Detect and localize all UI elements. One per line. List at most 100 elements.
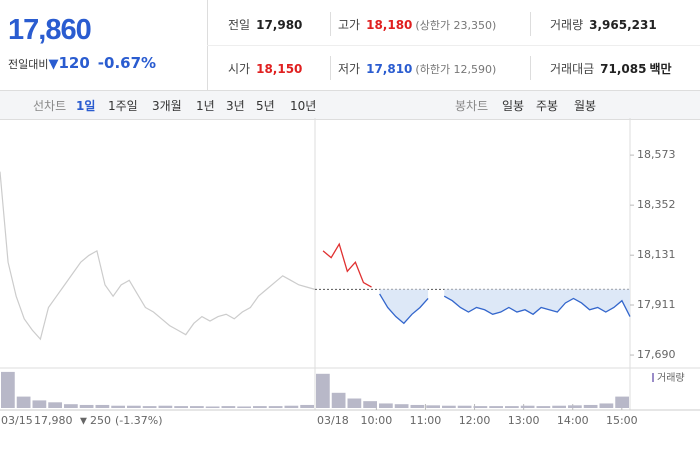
volume-bar <box>442 405 456 408</box>
down-icon: ▼ <box>48 57 59 72</box>
current-price: 17,860 <box>8 14 92 46</box>
y-tick-label: 18,573 <box>637 148 676 161</box>
change-line: 전일대비▼120 -0.67% <box>8 54 156 72</box>
volume-bar <box>174 406 188 408</box>
tab-group-label: 봉차트 <box>455 99 489 113</box>
volume-bar <box>300 404 314 408</box>
volume-bar <box>268 406 283 408</box>
footer-close: 17,980 <box>34 414 73 427</box>
row-divider <box>207 45 700 46</box>
stat: 거래대금 71,085 백만 <box>550 60 672 77</box>
volume-bar <box>32 400 47 408</box>
volume-bar <box>127 405 141 408</box>
tab[interactable]: 1년 <box>196 99 215 113</box>
down-icon: ▼ <box>80 417 87 427</box>
volume-bar <box>615 396 629 408</box>
footer-change: 250 <box>90 414 111 427</box>
stat-value: 18,180 <box>366 18 413 32</box>
volume-bar <box>284 405 299 408</box>
stat-label: 고가 <box>338 18 361 32</box>
volume-bar <box>473 406 488 408</box>
tab[interactable]: 1일 <box>76 99 96 113</box>
tab[interactable]: 1주일 <box>108 99 138 113</box>
change-rate: -0.67% <box>97 54 157 72</box>
change-label: 전일대비 <box>8 58 49 71</box>
volume-bar <box>599 403 614 408</box>
below-area <box>444 289 630 317</box>
volume-legend: 거래량 <box>657 372 685 384</box>
stat-note: (상한가 23,350) <box>415 19 497 32</box>
x-tick-label: 14:00 <box>557 414 589 427</box>
volume-bar <box>253 406 267 408</box>
divider <box>330 56 331 80</box>
tab[interactable]: 월봉 <box>574 99 597 113</box>
y-tick-label: 17,690 <box>637 348 676 361</box>
volume-bar <box>520 405 535 408</box>
divider <box>530 56 531 80</box>
divider <box>530 12 531 36</box>
x-tick-label: 11:00 <box>410 414 442 427</box>
volume-bar <box>426 405 440 408</box>
volume-bar <box>190 406 204 408</box>
y-tick-label: 17,911 <box>637 298 676 311</box>
legend-swatch <box>652 373 654 382</box>
below-area <box>379 289 429 324</box>
tab-group-label: 선차트 <box>33 99 67 113</box>
tab[interactable]: 일봉 <box>502 99 525 113</box>
price-line <box>379 293 429 325</box>
stat: 시가 18,150 <box>228 60 302 77</box>
x-tick-label: 15:00 <box>606 414 638 427</box>
tab[interactable]: 5년 <box>256 99 275 113</box>
stat: 거래량 3,965,231 <box>550 16 657 33</box>
volume-bar <box>552 405 566 408</box>
stat-value: 17,810 <box>366 62 413 76</box>
stat-label: 거래량 <box>550 18 584 32</box>
stat-value: 17,980 <box>256 18 303 32</box>
chart: 17,690 17,911 18,131 18,352 18,573 10:00 11:00… <box>0 118 700 427</box>
stat-label: 저가 <box>338 62 361 76</box>
volume-bar <box>79 404 94 408</box>
tab[interactable]: 주봉 <box>536 99 559 113</box>
volume-bar <box>111 405 125 408</box>
series-date: 03/15 <box>1 414 33 427</box>
stat-unit: 백만 <box>649 62 672 76</box>
stat-note: (하한가 12,590) <box>415 63 497 76</box>
volume-bar <box>457 405 472 408</box>
tab[interactable]: 3년 <box>226 99 245 113</box>
volume-bar <box>95 404 110 408</box>
volume-bar <box>568 405 582 408</box>
footer-rate: (-1.37%) <box>115 414 163 427</box>
stat-value: 18,150 <box>256 62 303 76</box>
volume-bar <box>363 401 377 408</box>
volume-bar <box>142 406 157 408</box>
volume-bar <box>347 398 362 408</box>
stat-label: 전일 <box>228 18 251 32</box>
volume-bar <box>158 405 173 408</box>
stat-label: 거래대금 <box>550 62 595 76</box>
volume-bar <box>64 404 78 408</box>
tab[interactable]: 3개월 <box>152 99 182 113</box>
series-date: 03/18 <box>317 414 349 427</box>
x-tick-label: 12:00 <box>459 414 491 427</box>
divider <box>330 12 331 36</box>
stat-value: 71,085 <box>600 62 647 76</box>
volume-bar <box>394 404 409 408</box>
stat-label: 시가 <box>228 62 251 76</box>
x-tick-label: 13:00 <box>508 414 540 427</box>
volume-bar <box>410 404 425 408</box>
price-line <box>322 242 372 288</box>
price-line <box>443 295 631 317</box>
tab-bar: 선차트 1일 1주일 3개월 1년 3년 5년 10년 봉차트 일봉 주봉 월봉 <box>0 90 700 120</box>
volume-bar <box>379 403 393 408</box>
y-tick-label: 18,131 <box>637 248 676 261</box>
stat: 고가 18,180 (상한가 23,350) <box>338 16 496 33</box>
volume-bar <box>1 371 15 408</box>
volume-bar <box>16 396 31 408</box>
price-line <box>0 171 316 341</box>
volume-bar <box>505 406 519 408</box>
stat-value: 3,965,231 <box>589 18 657 32</box>
y-tick-label: 18,352 <box>637 198 676 211</box>
tab[interactable]: 10년 <box>290 99 317 113</box>
volume-bar <box>536 406 551 408</box>
